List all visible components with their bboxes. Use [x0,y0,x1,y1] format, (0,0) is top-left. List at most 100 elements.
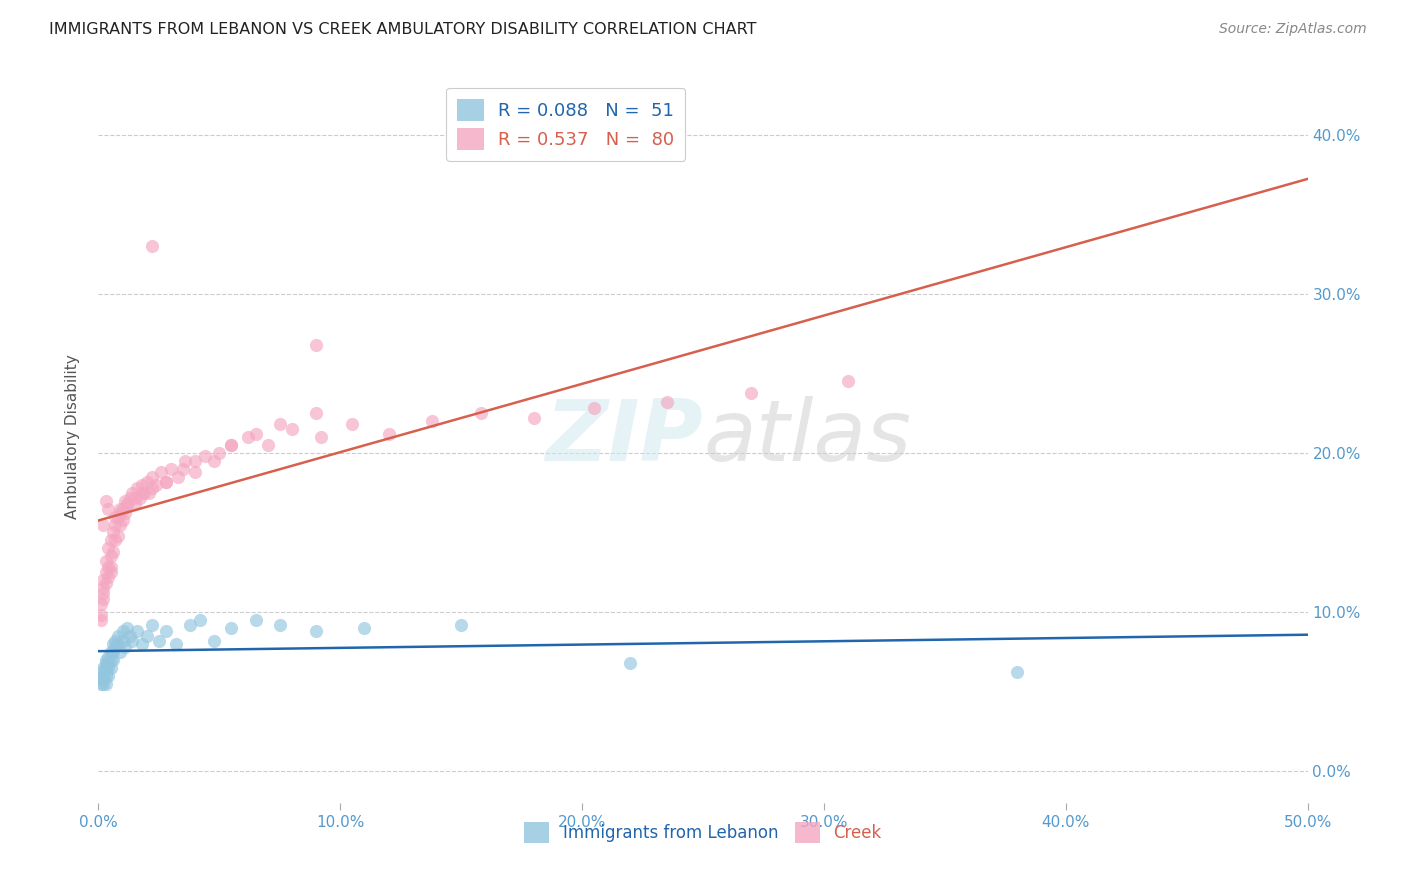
Point [131,485,153,500]
Point [91,668,114,682]
Point [107,629,129,643]
Point [100,566,122,580]
Point [94,566,117,580]
Point [117,621,139,635]
Point [117,497,139,511]
Point [740,385,762,400]
Point [342,417,364,432]
Point [108,507,131,521]
Point [245,426,267,441]
Point [128,491,150,505]
Point [619,656,641,670]
Point [97,660,120,674]
Point [155,475,177,489]
Point [134,485,156,500]
Point [101,637,124,651]
Point [450,617,472,632]
Point [118,629,141,643]
Point [108,645,131,659]
Legend: Immigrants from Lebanon, Creek: Immigrants from Lebanon, Creek [517,815,889,849]
Point [101,544,124,558]
Point [269,617,291,632]
Point [148,633,170,648]
Point [204,454,226,468]
Point [184,465,207,479]
Point [138,485,160,500]
Point [837,375,859,389]
Point [101,645,124,659]
Point [245,613,267,627]
Point [353,621,375,635]
Point [91,660,114,674]
Text: ZIP: ZIP [546,395,703,479]
Point [420,414,443,428]
Point [179,617,201,632]
Point [145,477,167,491]
Point [104,533,127,548]
Point [101,525,124,540]
Point [221,621,243,635]
Point [100,549,122,564]
Point [104,640,127,654]
Point [91,676,114,690]
Point [141,470,163,484]
Point [100,660,122,674]
Point [141,617,163,632]
Point [188,613,211,627]
Point [124,497,146,511]
Point [90,672,112,686]
Point [204,633,226,648]
Point [90,597,112,611]
Point [131,637,153,651]
Point [155,624,177,638]
Point [167,470,190,484]
Point [305,338,328,352]
Point [141,481,163,495]
Point [1007,665,1029,680]
Point [127,481,149,495]
Point [124,491,146,505]
Point [94,668,117,682]
Point [94,493,117,508]
Point [583,401,606,416]
Point [90,613,112,627]
Point [305,624,328,638]
Point [111,633,134,648]
Text: Source: ZipAtlas.com: Source: ZipAtlas.com [1219,22,1367,37]
Point [97,541,120,556]
Point [91,517,114,532]
Point [91,592,114,607]
Point [108,517,131,532]
Point [101,653,124,667]
Point [97,501,120,516]
Point [104,509,127,524]
Point [305,406,328,420]
Point [208,446,231,460]
Point [111,501,134,516]
Point [121,633,143,648]
Point [107,509,129,524]
Point [91,573,114,587]
Point [121,485,143,500]
Point [111,513,134,527]
Point [100,645,122,659]
Point [108,501,131,516]
Point [172,462,194,476]
Y-axis label: Ambulatory Disability: Ambulatory Disability [65,355,80,519]
Point [90,608,112,623]
Point [221,438,243,452]
Point [127,624,149,638]
Text: atlas: atlas [703,395,911,479]
Point [94,653,117,667]
Point [256,438,278,452]
Point [174,454,197,468]
Point [269,417,291,432]
Point [97,668,120,682]
Point [160,462,183,476]
Point [97,560,120,574]
Point [281,422,304,436]
Point [90,676,112,690]
Point [131,477,153,491]
Point [97,570,120,584]
Point [655,395,678,409]
